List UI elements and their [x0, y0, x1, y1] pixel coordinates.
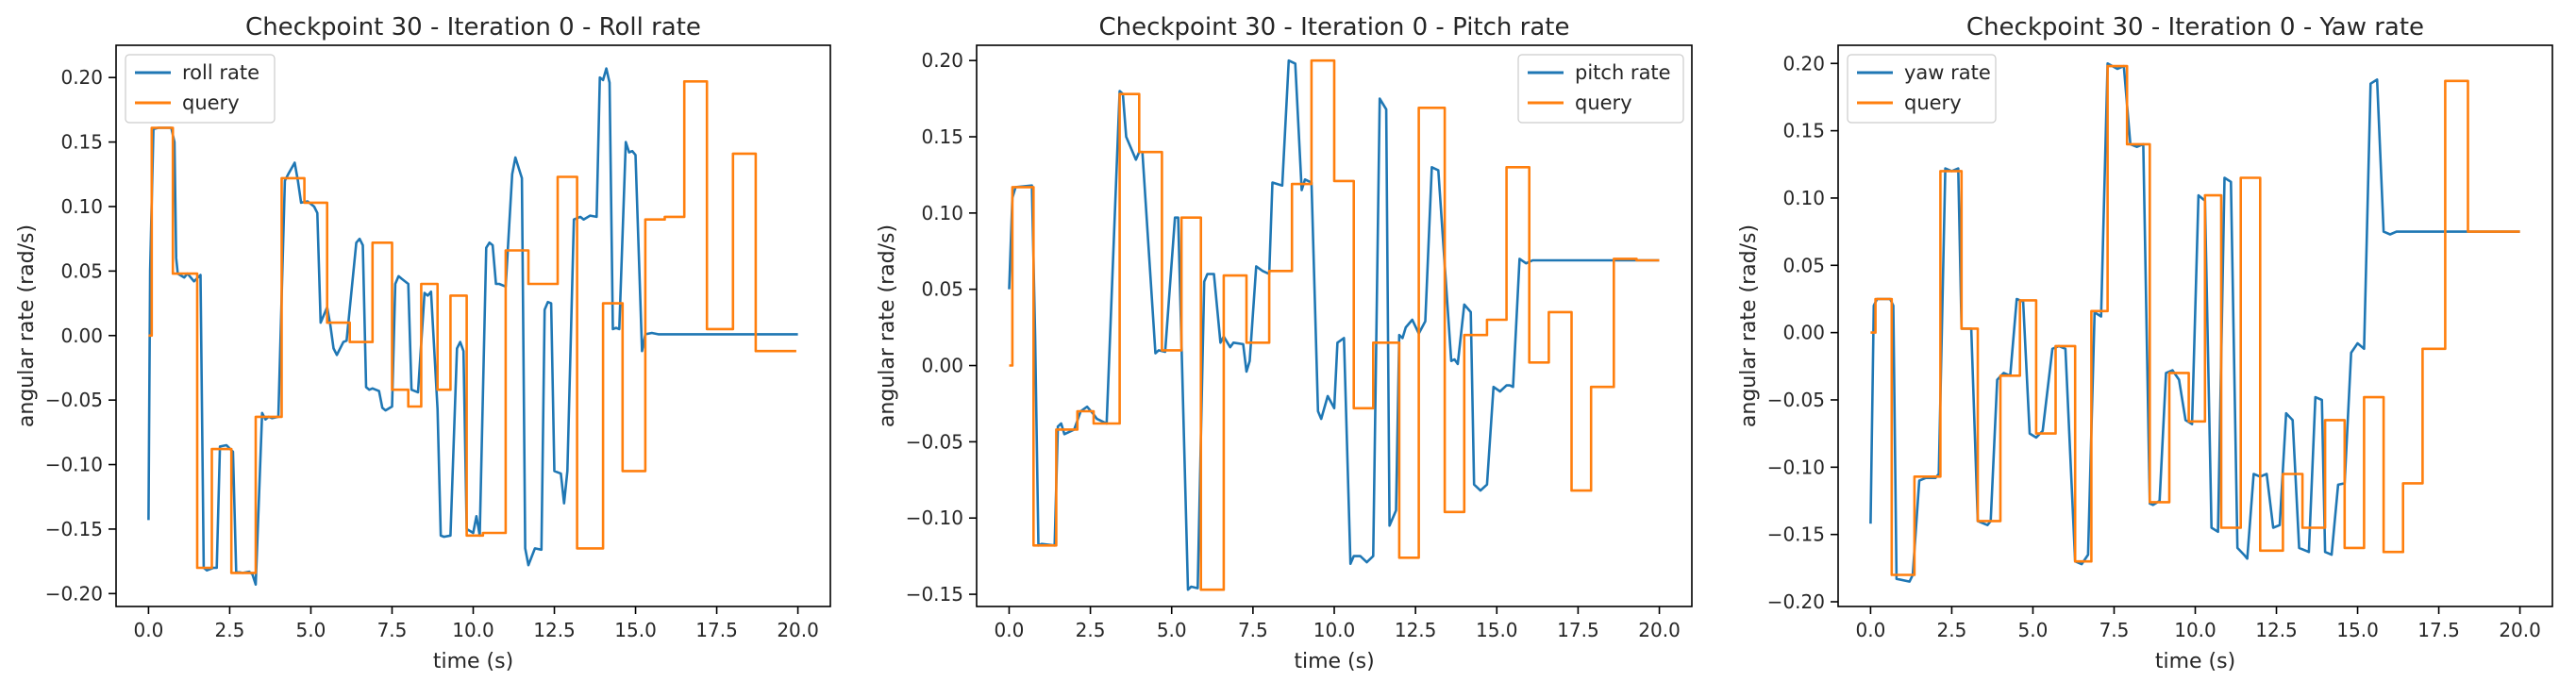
x-tick-label: 2.5	[1937, 619, 1967, 641]
x-tick-label: 0.0	[995, 619, 1025, 641]
x-tick-label: 17.5	[1557, 619, 1599, 641]
y-tick-label: 0.05	[921, 278, 963, 301]
x-tick-label: 0.0	[1856, 619, 1886, 641]
y-axis-label: angular rate (rad/s)	[1737, 224, 1761, 427]
chart-panel-2: 0.0 2.5 5.0 7.5 10.0 12.5 15.0 17.5 20.0 −0.15 −0.…	[876, 13, 1693, 673]
x-axis-label: time (s)	[2155, 650, 2235, 673]
x-tick-label: 17.5	[2417, 619, 2460, 641]
series-line-query	[1870, 64, 2520, 576]
x-axis-label: time (s)	[433, 650, 513, 673]
legend-label: query	[1904, 91, 1962, 114]
y-axis-label: angular rate (rad/s)	[876, 224, 899, 427]
axes-frame	[115, 44, 831, 607]
y-tick-label: 0.15	[60, 131, 103, 154]
x-tick-label: 5.0	[1157, 619, 1187, 641]
y-tick-label: 0.00	[60, 324, 103, 347]
series-line-query	[1009, 58, 1660, 591]
y-tick-label: 0.10	[921, 202, 963, 224]
y-tick-label: 0.05	[60, 259, 103, 282]
y-tick-label: 0.15	[921, 125, 963, 148]
legend-label: query	[1575, 91, 1632, 114]
x-tick-label: 10.0	[1313, 619, 1356, 641]
x-tick-label: 17.5	[695, 619, 738, 641]
y-tick-label: −0.15	[45, 518, 103, 540]
chart-panel-3: 0.0 2.5 5.0 7.5 10.0 12.5 15.0 17.5 20.0 −0.20 −0.…	[1737, 13, 2553, 673]
series-line-roll-rate	[147, 67, 798, 587]
chart-title: Checkpoint 30 - Iteration 0 - Roll rate	[245, 13, 701, 42]
legend-label: roll rate	[182, 61, 259, 84]
x-tick-label: 20.0	[1638, 619, 1681, 641]
series-line-pitch-rate	[1008, 58, 1660, 591]
y-tick-label: −0.10	[906, 507, 963, 529]
series-line-query	[148, 80, 796, 574]
x-tick-label: 7.5	[2099, 619, 2130, 641]
series-line-yaw-rate	[1869, 62, 2520, 583]
x-tick-label: 7.5	[377, 619, 408, 641]
chart-title: Checkpoint 30 - Iteration 0 - Yaw rate	[1966, 13, 2424, 42]
legend-label: pitch rate	[1575, 61, 1671, 84]
y-tick-label: −0.10	[45, 454, 103, 476]
x-tick-label: 12.5	[2255, 619, 2298, 641]
x-tick-label: 12.5	[533, 619, 576, 641]
y-tick-label: −0.15	[906, 583, 963, 606]
y-tick-label: 0.20	[60, 66, 103, 89]
y-tick-label: −0.10	[1767, 456, 1825, 478]
legend: pitch rate query	[1517, 54, 1684, 124]
x-tick-label: 15.0	[614, 619, 657, 641]
y-tick-label: 0.20	[921, 49, 963, 72]
x-tick-label: 2.5	[215, 619, 245, 641]
x-tick-label: 20.0	[777, 619, 819, 641]
y-tick-label: −0.20	[45, 582, 103, 605]
chart-title: Checkpoint 30 - Iteration 0 - Pitch rate	[1099, 13, 1570, 42]
x-tick-label: 10.0	[2174, 619, 2216, 641]
x-tick-label: 5.0	[296, 619, 326, 641]
legend: roll rate query	[125, 54, 276, 124]
y-tick-label: 0.00	[921, 355, 963, 377]
y-tick-label: 0.15	[1782, 120, 1825, 142]
chart-panel-1: 0.0 2.5 5.0 7.5 10.0 12.5 15.0 17.5 20.0 −0.20 −0.…	[15, 13, 831, 673]
x-tick-label: 12.5	[1395, 619, 1437, 641]
y-tick-label: 0.00	[1782, 322, 1825, 344]
x-tick-label: 0.0	[134, 619, 164, 641]
y-tick-label: −0.15	[1767, 523, 1825, 546]
x-tick-label: 2.5	[1076, 619, 1106, 641]
x-tick-label: 15.0	[1476, 619, 1518, 641]
x-tick-label: 5.0	[2018, 619, 2049, 641]
y-tick-label: 0.20	[1782, 52, 1825, 75]
y-axis-label: angular rate (rad/s)	[15, 224, 39, 427]
y-tick-label: −0.05	[906, 430, 963, 453]
legend: yaw rate query	[1847, 54, 1997, 124]
x-tick-label: 7.5	[1238, 619, 1268, 641]
x-axis-label: time (s)	[1294, 650, 1374, 673]
x-tick-label: 15.0	[2336, 619, 2379, 641]
x-tick-label: 20.0	[2499, 619, 2541, 641]
y-tick-label: 0.05	[1782, 254, 1825, 276]
legend-label: yaw rate	[1904, 61, 1991, 84]
y-tick-label: 0.10	[1782, 187, 1825, 209]
y-tick-label: −0.20	[1767, 590, 1825, 613]
y-tick-label: 0.10	[60, 195, 103, 218]
y-tick-label: −0.05	[1767, 389, 1825, 411]
y-tick-label: −0.05	[45, 389, 103, 411]
x-tick-label: 10.0	[452, 619, 494, 641]
legend-label: query	[182, 91, 240, 114]
